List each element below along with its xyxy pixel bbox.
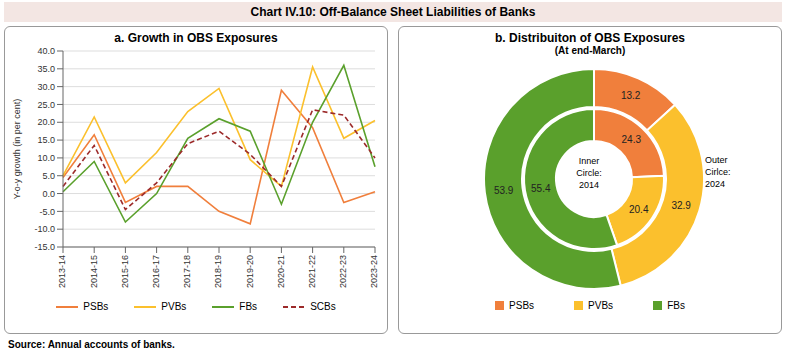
svg-text:32.9: 32.9 [671,200,691,211]
svg-text:2014-15: 2014-15 [89,255,99,288]
svg-text:2023-24: 2023-24 [369,255,379,288]
html-text:Inner: Inner [578,156,600,166]
svg-text:2021-22: 2021-22 [307,255,317,288]
svg-text:2013-14: 2013-14 [57,255,67,288]
html-text:(At end-March): (At end-March) [554,45,626,56]
svg-text:20.0: 20.0 [37,117,55,127]
html-text:a. Growth in OBS Exposures: a. Growth in OBS Exposures [114,31,278,45]
html-text:Chart IV.10: Off-Balance Sheet: Chart IV.10: Off-Balance Sheet Liabiliti… [250,5,536,19]
svg-text:30.0: 30.0 [37,82,55,92]
svg-text:10.0: 10.0 [37,153,55,163]
svg-text:2017-18: 2017-18 [182,255,192,288]
svg-text:53.9: 53.9 [494,185,514,196]
svg-text:2019-20: 2019-20 [245,255,255,288]
html-text:SCBs: SCBs [310,301,336,312]
html-text:PVBs: PVBs [588,300,614,311]
html-text:FBs: FBs [667,300,685,311]
svg-text:55.4: 55.4 [531,183,551,194]
svg-text:2015-16: 2015-16 [120,255,130,288]
html-text:FBs: FBs [239,301,258,312]
svg-text:-10.0: -10.0 [34,224,55,234]
svg-text:-5.0: -5.0 [39,207,55,217]
svg-text:20.4: 20.4 [629,204,649,215]
svg-text:2016-17: 2016-17 [151,255,161,288]
svg-text:25.0: 25.0 [37,100,55,110]
svg-text:5.0: 5.0 [42,171,55,181]
svg-text:2022-23: 2022-23 [338,255,348,288]
svg-text:35.0: 35.0 [37,64,55,74]
svg-text:2018-19: 2018-19 [213,255,223,288]
svg-text:24.3: 24.3 [622,134,642,145]
html-text:Outer: Outer [705,155,728,165]
html-text:2014: 2014 [579,180,599,190]
svg-text:15.0: 15.0 [37,135,55,145]
html-text:PSBs: PSBs [83,301,109,312]
svg-text:13.2: 13.2 [621,90,641,101]
html-text:PSBs: PSBs [509,300,535,311]
svg-text:0.0: 0.0 [42,189,55,199]
html-text:2024: 2024 [705,179,725,189]
html-text:Source: Annual accounts of ban: Source: Annual accounts of banks. [8,339,175,350]
svg-text:Y-o-y growth (in per cent): Y-o-y growth (in per cent) [12,99,22,200]
html-text:PVBs: PVBs [161,301,187,312]
html-text:b. Distribuiton of OBS Exposur: b. Distribuiton of OBS Exposures [495,31,685,45]
html-text:Cirlce:: Cirlce: [705,167,731,177]
svg-text:-15.0: -15.0 [34,242,55,252]
svg-text:2020-21: 2020-21 [276,255,286,288]
svg-text:40.0: 40.0 [37,46,55,56]
html-text:Circle:: Circle: [576,168,602,178]
